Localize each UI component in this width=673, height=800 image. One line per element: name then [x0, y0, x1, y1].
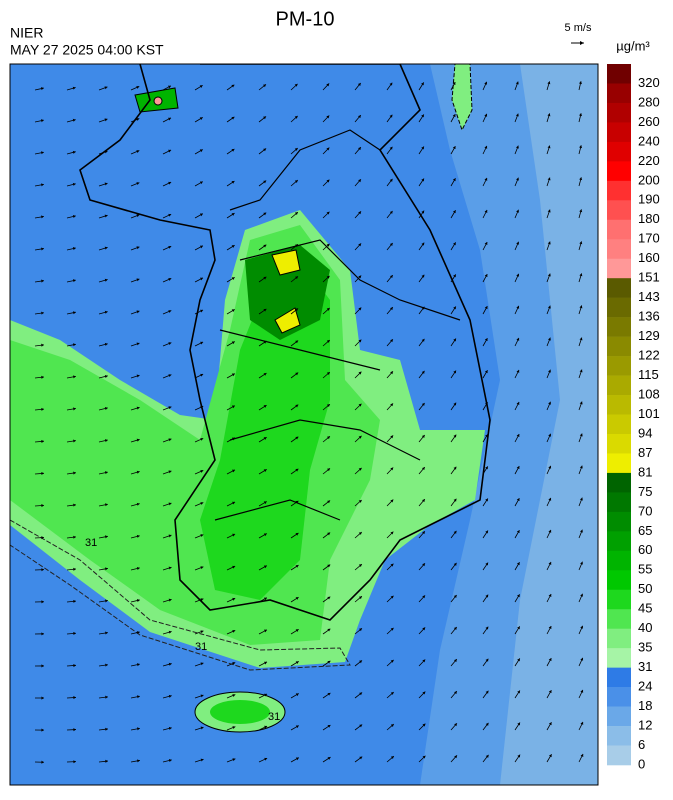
colorbar-label: 129 [638, 328, 660, 343]
colorbar-label: 190 [638, 192, 660, 207]
colorbar-swatch [607, 317, 631, 337]
colorbar-label: 220 [638, 153, 660, 168]
colorbar-swatch [607, 707, 631, 727]
agency: NIER [10, 25, 43, 41]
colorbar-label: 0 [638, 756, 645, 771]
contour-label: 31 [195, 641, 207, 653]
colorbar-swatch [607, 512, 631, 532]
colorbar-label: 143 [638, 289, 660, 304]
colorbar-label: 6 [638, 737, 645, 752]
colorbar-label: 136 [638, 309, 660, 324]
colorbar-swatch [607, 298, 631, 318]
colorbar-label: 260 [638, 114, 660, 129]
colorbar-swatch [607, 746, 631, 766]
colorbar-swatch [607, 551, 631, 571]
colorbar-label: 24 [638, 679, 652, 694]
wind-scale-arrow [571, 41, 584, 45]
colorbar-label: 12 [638, 717, 652, 732]
colorbar-swatch [607, 220, 631, 240]
colorbar-label: 87 [638, 445, 652, 460]
colorbar-swatch [607, 64, 631, 84]
colorbar-swatch [607, 590, 631, 610]
colorbar-label: 81 [638, 464, 652, 479]
timestamp: MAY 27 2025 04:00 KST [10, 42, 164, 58]
colorbar-swatch [607, 726, 631, 746]
colorbar-swatch [607, 376, 631, 396]
colorbar-swatch [607, 629, 631, 649]
colorbar-label: 50 [638, 581, 652, 596]
colorbar-swatch [607, 648, 631, 668]
colorbar-label: 65 [638, 523, 652, 538]
colorbar-swatch [607, 473, 631, 493]
colorbar-swatch [607, 181, 631, 201]
colorbar-swatch [607, 492, 631, 512]
colorbar-swatch [607, 200, 631, 220]
colorbar-swatch [607, 142, 631, 162]
colorbar-label: 18 [638, 698, 652, 713]
colorbar-label: 240 [638, 133, 660, 148]
colorbar-label: 101 [638, 406, 660, 421]
colorbar-label: 108 [638, 386, 660, 401]
colorbar-label: 70 [638, 503, 652, 518]
colorbar-label: 200 [638, 172, 660, 187]
colorbar-label: 122 [638, 348, 660, 363]
colorbar-label: 55 [638, 562, 652, 577]
colorbar-label: 45 [638, 601, 652, 616]
colorbar: 3202802602402202001901801701601511431361… [607, 64, 660, 771]
colorbar-swatch [607, 570, 631, 590]
colorbar-label: 115 [638, 367, 659, 382]
colorbar-swatch [607, 395, 631, 415]
colorbar-swatch [607, 337, 631, 357]
colorbar-swatch [607, 161, 631, 181]
colorbar-label: 151 [638, 270, 660, 285]
map: 31 31 31 [10, 64, 598, 785]
colorbar-swatch [607, 259, 631, 279]
colorbar-swatch [607, 278, 631, 298]
pm-area-151 [154, 97, 162, 105]
colorbar-swatch [607, 239, 631, 259]
contour-label: 31 [268, 711, 280, 723]
jeju-core [210, 700, 270, 724]
colorbar-swatch [607, 531, 631, 551]
colorbar-label: 160 [638, 250, 660, 265]
colorbar-swatch [607, 103, 631, 123]
colorbar-swatch [607, 453, 631, 473]
colorbar-swatch [607, 356, 631, 376]
colorbar-label: 35 [638, 640, 652, 655]
colorbar-swatch [607, 83, 631, 103]
contour-label: 31 [85, 537, 97, 549]
colorbar-unit: µg/m³ [616, 38, 650, 53]
colorbar-label: 320 [638, 75, 660, 90]
colorbar-label: 40 [638, 620, 652, 635]
colorbar-swatch [607, 434, 631, 454]
colorbar-swatch [607, 609, 631, 629]
colorbar-label: 31 [638, 659, 652, 674]
colorbar-label: 75 [638, 484, 652, 499]
colorbar-label: 94 [638, 425, 652, 440]
colorbar-swatch [607, 415, 631, 435]
colorbar-label: 170 [638, 231, 660, 246]
wind-scale-label: 5 m/s [565, 22, 592, 34]
colorbar-swatch [607, 668, 631, 688]
title: PM-10 [276, 8, 335, 30]
colorbar-label: 180 [638, 211, 660, 226]
colorbar-label: 60 [638, 542, 652, 557]
colorbar-swatch [607, 122, 631, 142]
colorbar-label: 280 [638, 94, 660, 109]
colorbar-swatch [607, 687, 631, 707]
